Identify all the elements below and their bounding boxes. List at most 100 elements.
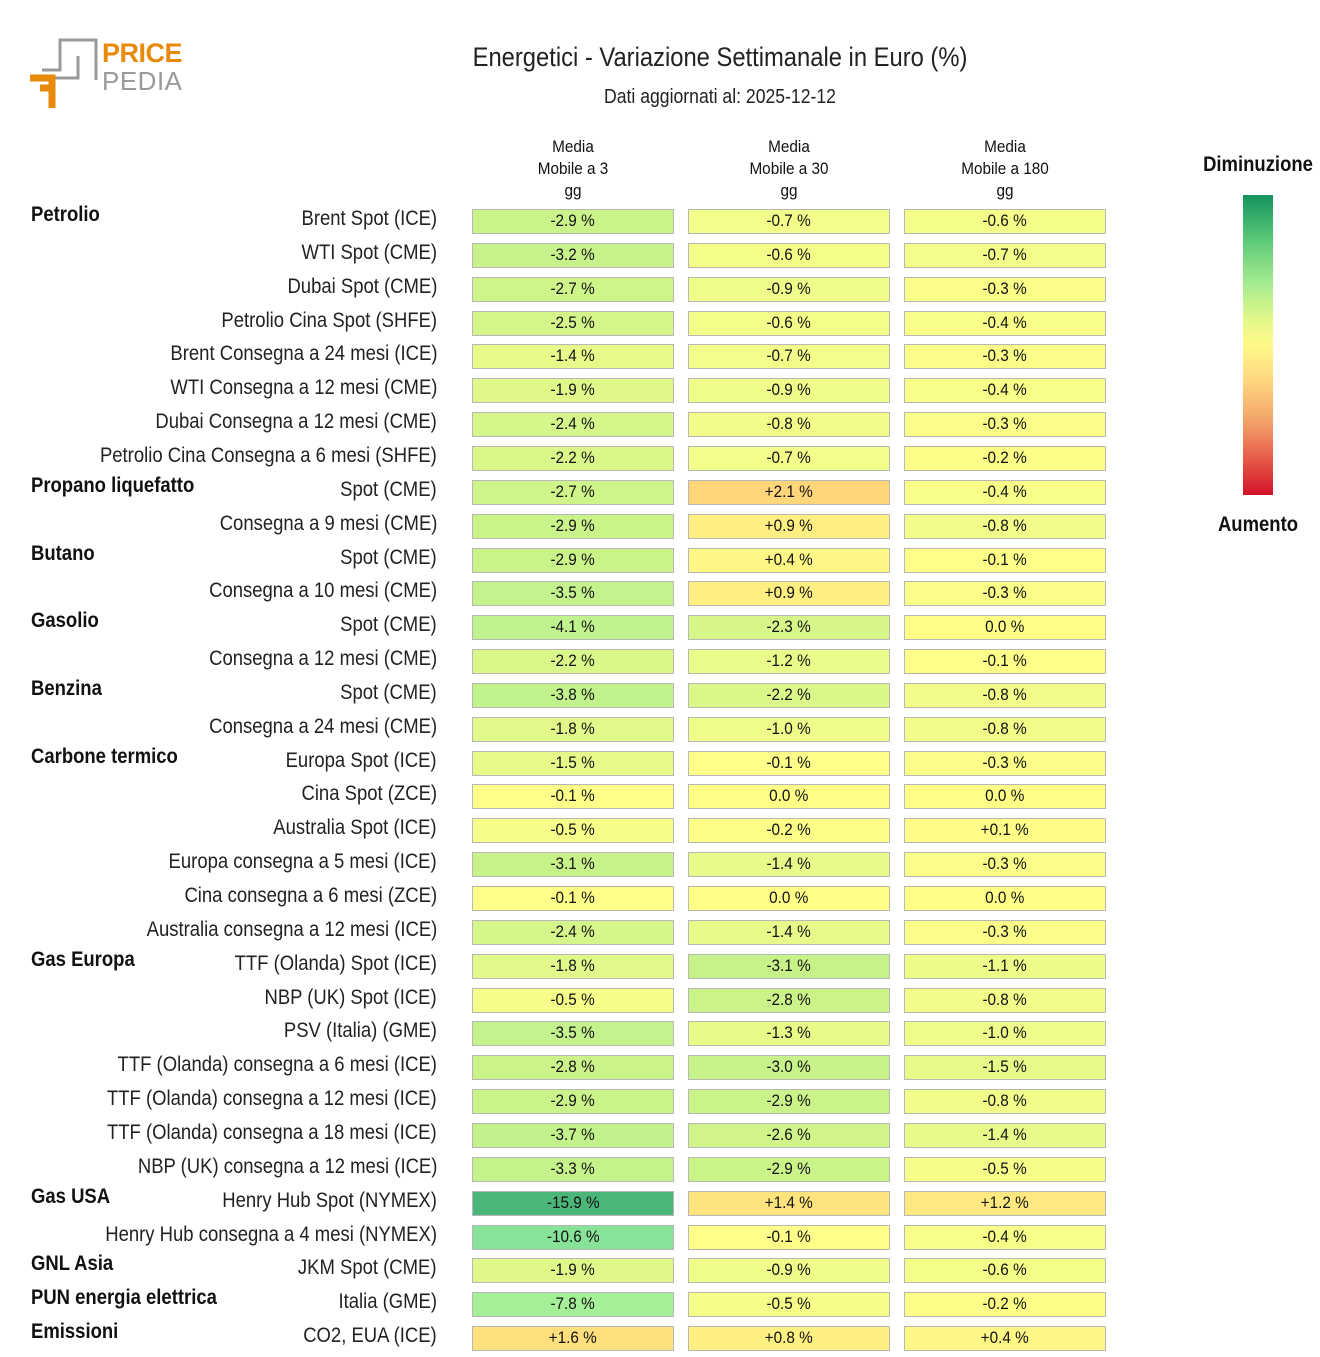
heatmap-cell: -1.0 %	[688, 716, 890, 742]
heatmap-cell: -0.5 %	[904, 1156, 1106, 1182]
cell-value: -1.2 %	[766, 651, 812, 671]
cell-value: -2.9 %	[550, 1091, 596, 1111]
row-label: Consegna a 10 mesi (CME)	[208, 579, 437, 603]
row-label: TTF (Olanda) consegna a 12 mesi (ICE)	[107, 1087, 437, 1111]
cell-value: -3.3 %	[550, 1158, 596, 1178]
cell-value: +0.8 %	[764, 1328, 814, 1348]
cell-value: -15.9 %	[546, 1192, 600, 1212]
heatmap-cell: -1.8 %	[472, 716, 674, 742]
cell-value: -0.8 %	[982, 515, 1028, 535]
heatmap-cell: -2.2 %	[688, 682, 890, 708]
cell-value: -0.3 %	[982, 414, 1028, 434]
cell-value: -1.8 %	[550, 718, 596, 738]
heatmap-cell: -0.3 %	[904, 276, 1106, 302]
heatmap-cell: -0.1 %	[688, 750, 890, 776]
cell-value: -0.6 %	[766, 244, 812, 264]
cell-value: -0.4 %	[982, 380, 1028, 400]
cell-value: -0.3 %	[982, 921, 1028, 941]
heatmap-cell: -0.3 %	[904, 852, 1106, 878]
heatmap-cell: -3.1 %	[688, 953, 890, 979]
heatmap-cell: -3.7 %	[472, 1122, 674, 1148]
row-label: Spot (CME)	[340, 477, 437, 501]
heatmap-cell: -2.9 %	[472, 513, 674, 539]
cell-value: +0.9 %	[764, 515, 814, 535]
group-label: Gasolio	[31, 609, 99, 633]
cell-value: -0.4 %	[982, 481, 1028, 501]
heatmap-cell: -0.1 %	[904, 547, 1106, 573]
cell-value: 0.0 %	[769, 786, 809, 806]
heatmap-cell: -0.2 %	[904, 1292, 1106, 1318]
heatmap-cell: -15.9 %	[472, 1190, 674, 1216]
heatmap-cell: -0.6 %	[688, 310, 890, 336]
cell-value: -3.1 %	[766, 955, 812, 975]
heatmap-cell: -2.3 %	[688, 615, 890, 641]
heatmap-cell: -2.4 %	[472, 412, 674, 438]
cell-value: -0.7 %	[766, 211, 812, 230]
heatmap-cell: -0.9 %	[688, 1258, 890, 1284]
row-label: Petrolio Cina Consegna a 6 mesi (SHFE)	[100, 443, 437, 467]
cell-value: -3.8 %	[550, 684, 596, 704]
cell-value: -1.0 %	[982, 1023, 1028, 1043]
cell-value: -0.8 %	[982, 1091, 1028, 1111]
cell-value: -0.8 %	[982, 684, 1028, 704]
cell-value: -0.8 %	[982, 989, 1028, 1009]
cell-value: -0.1 %	[982, 651, 1028, 671]
cell-value: +0.4 %	[980, 1328, 1030, 1348]
row-label: Europa consegna a 5 mesi (ICE)	[168, 850, 437, 874]
cell-value: -0.6 %	[982, 211, 1028, 230]
cell-value: -0.7 %	[766, 447, 812, 467]
cell-value: +0.1 %	[980, 820, 1030, 840]
cell-value: -0.8 %	[982, 718, 1028, 738]
cell-value: +0.4 %	[764, 549, 814, 569]
heatmap-cell: -0.1 %	[904, 649, 1106, 675]
heatmap-cell: -0.6 %	[904, 209, 1106, 234]
row-label: Cina consegna a 6 mesi (ZCE)	[184, 884, 437, 907]
heatmap-cell: -1.1 %	[904, 953, 1106, 979]
row-label: Cina Spot (ZCE)	[301, 782, 437, 806]
column-header-mm180: Media Mobile a 180 gg	[961, 137, 1049, 200]
cell-value: -0.2 %	[982, 1294, 1028, 1314]
group-label: Petrolio	[31, 203, 100, 226]
row-label: Spot (CME)	[340, 613, 437, 637]
heatmap-cell: -2.9 %	[472, 1089, 674, 1115]
row-label: WTI Spot (CME)	[301, 240, 437, 264]
cell-value: -0.6 %	[982, 1260, 1028, 1280]
cell-value: -0.2 %	[766, 820, 812, 840]
heatmap-cell: +0.4 %	[904, 1326, 1106, 1352]
cell-value: -0.5 %	[550, 989, 596, 1009]
cell-value: -3.0 %	[766, 1057, 812, 1077]
heatmap-cell: -3.2 %	[472, 242, 674, 268]
row-label: WTI Consegna a 12 mesi (CME)	[169, 376, 437, 400]
row-label: JKM Spot (CME)	[298, 1256, 437, 1280]
heatmap-cell: 0.0 %	[904, 886, 1106, 911]
cell-value: +1.2 %	[980, 1192, 1030, 1212]
cell-value: -0.3 %	[982, 854, 1028, 874]
row-label: Dubai Consegna a 12 mesi (CME)	[155, 410, 437, 434]
cell-value: -0.4 %	[982, 1226, 1028, 1246]
heatmap-cell: 0.0 %	[688, 784, 890, 810]
heatmap-cell: -0.8 %	[904, 1089, 1106, 1115]
heatmap-cell: -1.5 %	[904, 1055, 1106, 1081]
heatmap-cell: -0.6 %	[904, 1258, 1106, 1284]
heatmap-cell: -0.5 %	[688, 1292, 890, 1318]
heatmap-cell: +2.1 %	[688, 479, 890, 505]
heatmap-cell: -2.9 %	[472, 209, 674, 234]
cell-value: -2.5 %	[550, 312, 596, 332]
cell-value: -2.2 %	[550, 447, 596, 467]
cell-value: +0.9 %	[764, 583, 814, 603]
heatmap-cell: -1.4 %	[904, 1122, 1106, 1148]
heatmap-cell: -1.4 %	[688, 919, 890, 945]
cell-value: -2.7 %	[550, 481, 596, 501]
cell-value: -0.9 %	[766, 380, 812, 400]
pricepedia-logo-icon	[30, 38, 98, 108]
cell-value: -2.6 %	[766, 1124, 812, 1144]
cell-value: -0.1 %	[766, 752, 812, 772]
heatmap-cell: -0.3 %	[904, 344, 1106, 370]
legend-bottom-label: Aumento	[1217, 513, 1299, 536]
heatmap-cell: -1.8 %	[472, 953, 674, 979]
heatmap-cell: -2.9 %	[688, 1089, 890, 1115]
row-label: TTF (Olanda) consegna a 18 mesi (ICE)	[107, 1120, 437, 1144]
heatmap-cell: -1.4 %	[688, 852, 890, 878]
row-label: Brent Spot (ICE)	[301, 207, 437, 230]
heatmap-cell: -1.9 %	[472, 1258, 674, 1284]
